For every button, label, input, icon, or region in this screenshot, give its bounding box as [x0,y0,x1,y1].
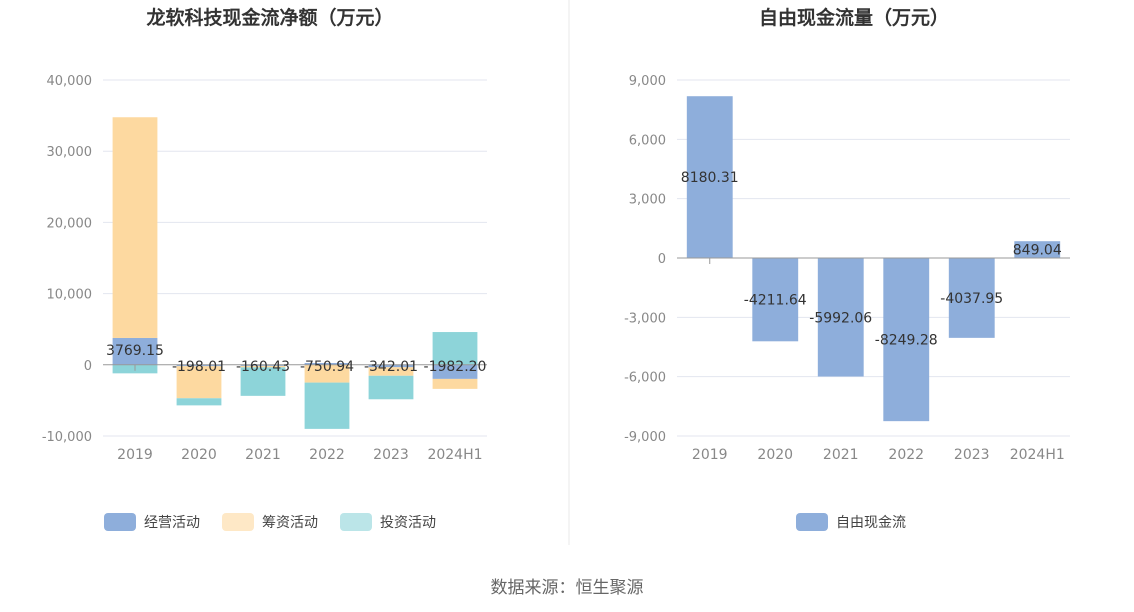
x-tick-label: 2020 [181,447,217,463]
data-label: -198.01 [172,359,226,375]
y-tick-label: 0 [658,252,666,267]
data-label: -4037.95 [940,291,1003,307]
x-tick-label: 2024H1 [1010,447,1065,463]
legend-swatch[interactable] [222,513,254,531]
x-tick-label: 2020 [757,447,793,463]
bar-投资活动-2020[interactable] [176,398,222,406]
bar-经营活动-2020[interactable] [176,364,222,367]
y-tick-label: 30,000 [47,145,93,160]
data-label: 849.04 [1013,243,1062,259]
x-tick-label: 2023 [954,447,990,463]
bar-投资活动-2023[interactable] [368,375,414,400]
x-tick-label: 2021 [823,447,859,463]
x-tick-label: 2019 [117,447,153,463]
bar-自由现金流-2024H1[interactable] [1014,241,1061,258]
y-tick-label: 20,000 [47,216,93,231]
chart-title: 自由现金流量（万元） [759,6,949,29]
legend-label[interactable]: 经营活动 [144,515,200,531]
bar-投资活动-2024H1[interactable] [432,332,478,365]
legend-swatch[interactable] [796,513,828,531]
legend-label[interactable]: 筹资活动 [262,514,318,531]
bar-自由现金流-2021[interactable] [817,258,864,377]
data-label: -342.01 [364,359,418,375]
bar-投资活动-2021[interactable] [240,367,286,396]
bar-筹资活动-2023[interactable] [368,367,414,376]
y-tick-label: 9,000 [629,74,666,89]
y-tick-label: 10,000 [47,288,93,303]
bar-筹资活动-2021[interactable] [240,365,286,368]
legend-label[interactable]: 自由现金流 [836,515,906,531]
y-tick-label: -6,000 [624,371,666,386]
bar-自由现金流-2020[interactable] [752,258,799,342]
bar-投资活动-2022[interactable] [304,382,350,429]
data-label: -5992.06 [809,310,872,326]
bar-自由现金流-2022[interactable] [883,258,930,422]
bar-经营活动-2019[interactable] [112,337,158,365]
bar-自由现金流-2019[interactable] [686,96,733,259]
legend-label[interactable]: 投资活动 [380,515,436,531]
bar-筹资活动-2019[interactable] [112,117,158,338]
data-label: -160.43 [236,359,290,375]
data-label: -8249.28 [875,333,938,349]
y-tick-label: 40,000 [47,74,93,89]
free-cashflow-chart: 自由现金流量（万元） 9,000 6,000 3,000 0 -3,000 -6,000 -9… [624,6,1070,531]
y-tick-label: 0 [84,359,92,374]
data-label: 3769.15 [106,343,164,359]
y-tick-label: -10,000 [42,430,92,445]
x-tick-label: 2022 [309,447,345,463]
bar-筹资活动-2024H1[interactable] [432,378,478,389]
bar-经营活动-2024H1[interactable] [432,364,478,379]
data-label: -1982.20 [424,359,487,375]
x-tick-label: 2019 [692,447,728,463]
y-tick-label: 3,000 [629,193,666,208]
y-tick-label: 6,000 [629,133,666,148]
bar-经营活动-2021[interactable] [240,364,286,366]
x-tick-label: 2022 [888,447,924,463]
y-tick-label: -9,000 [624,430,666,445]
data-source-note: 数据来源：恒生聚源 [490,578,644,598]
legend-swatch[interactable] [104,513,136,531]
data-label: -750.94 [300,359,354,375]
data-label: 8180.31 [681,170,739,186]
net-cashflow-chart: 龙软科技现金流净额（万元） 40,000 30,000 20,000 10,000 0 -1… [42,6,487,531]
bar-自由现金流-2023[interactable] [948,258,995,338]
data-label: -4211.64 [744,293,807,309]
bar-筹资活动-2020[interactable] [176,366,222,399]
x-tick-label: 2021 [245,447,281,463]
x-tick-label: 2023 [373,447,409,463]
bar-筹资活动-2022[interactable] [304,364,350,383]
bar-经营活动-2023[interactable] [368,364,414,368]
x-tick-label: 2024H1 [427,447,482,463]
chart-title: 龙软科技现金流净额（万元） [146,6,393,29]
legend-swatch[interactable] [340,513,372,531]
bar-经营活动-2022[interactable] [304,363,350,365]
y-tick-label: -3,000 [624,311,666,326]
